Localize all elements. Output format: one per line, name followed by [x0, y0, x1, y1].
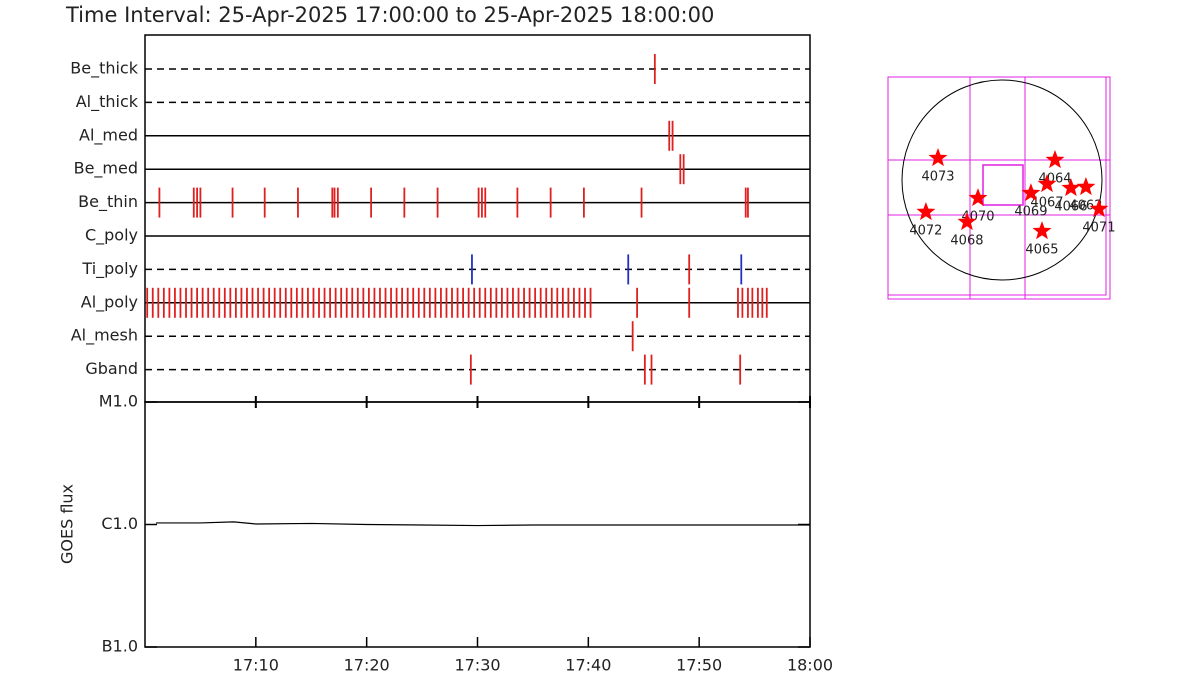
chart-title: Time Interval: 25-Apr-2025 17:00:00 to 2… — [65, 3, 714, 27]
x-tick-label: 17:30 — [454, 656, 500, 675]
ar-star — [1076, 177, 1096, 196]
ar-star — [1061, 178, 1081, 197]
goes-curve — [156, 521, 810, 527]
ar-star — [1032, 221, 1052, 240]
ar-star — [928, 148, 948, 167]
row-label: Al_thick — [76, 92, 139, 112]
row-label: Be_thick — [70, 59, 138, 79]
solar-limb — [901, 79, 1103, 281]
ar-star — [1045, 150, 1065, 169]
x-tick-label: 18:00 — [787, 656, 833, 675]
ar-label: 4073 — [921, 170, 954, 185]
row-label: C_poly — [85, 226, 138, 246]
row-label: Be_med — [74, 159, 138, 179]
ar-label: 4066 — [1054, 200, 1087, 215]
map-inner-frame — [887, 76, 1107, 296]
ar-star — [957, 212, 977, 231]
ar-label: 4072 — [909, 224, 942, 239]
row-label: Gband — [85, 359, 138, 378]
ar-label: 4071 — [1082, 220, 1115, 235]
row-label: Al_mesh — [71, 326, 138, 346]
x-tick-label: 17:10 — [233, 656, 279, 675]
fov-box — [982, 164, 1024, 206]
ar-label: 4065 — [1025, 243, 1058, 258]
x-tick-label: 17:20 — [344, 656, 390, 675]
x-tick-label: 17:50 — [676, 656, 722, 675]
ar-star — [916, 202, 936, 221]
y-tick-label: C1.0 — [101, 514, 138, 533]
y-axis-label: GOES flux — [58, 484, 77, 564]
row-label: Al_med — [79, 125, 138, 145]
ar-label: 4067 — [1030, 195, 1063, 210]
ar-star — [1089, 199, 1109, 218]
row-label: Al_poly — [81, 292, 138, 312]
ar-star — [1021, 183, 1041, 202]
ar-star — [968, 188, 988, 207]
y-tick-label: M1.0 — [99, 392, 138, 411]
ar-star — [1037, 174, 1057, 193]
row-label: Be_thin — [78, 192, 138, 212]
ar-label: 4068 — [950, 234, 983, 249]
ar-label: 4062 — [1069, 199, 1102, 214]
y-tick-label: B1.0 — [102, 637, 138, 656]
row-label: Ti_poly — [81, 259, 138, 279]
ar-label: 4069 — [1014, 205, 1047, 220]
x-tick-label: 17:40 — [565, 656, 611, 675]
